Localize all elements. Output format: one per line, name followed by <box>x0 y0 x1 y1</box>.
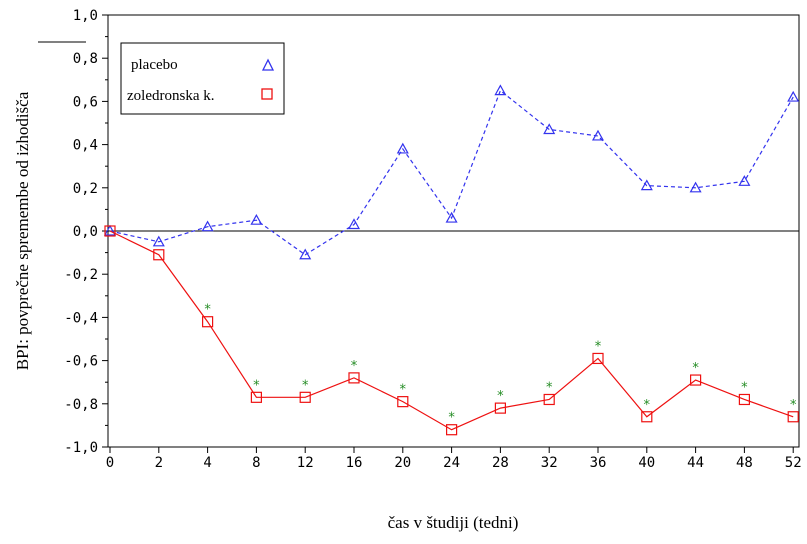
y-tick-label: 0,8 <box>73 51 98 67</box>
data-point-square <box>348 372 360 384</box>
significance-star: * <box>692 361 699 376</box>
significance-star: * <box>546 380 553 395</box>
x-tick-label: 52 <box>785 455 802 471</box>
x-tick-label: 16 <box>346 455 363 471</box>
data-point-triangle <box>152 235 165 247</box>
x-tick-label: 4 <box>203 455 211 471</box>
legend-label-placebo: placebo <box>131 57 178 73</box>
data-point-square <box>543 393 555 406</box>
significance-star: * <box>595 339 602 354</box>
y-tick-label: 0,0 <box>73 224 98 240</box>
data-point-triangle <box>347 218 361 230</box>
significance-star: * <box>400 383 407 398</box>
y-tick-label: -0,6 <box>64 354 98 370</box>
data-point-square <box>641 411 653 423</box>
data-point-triangle <box>494 84 507 96</box>
series-layer: * * * * * * * * * * * * * <box>103 84 800 436</box>
legend-label-zoledronska: zoledronska k. <box>127 88 214 104</box>
x-tick-label: 0 <box>106 455 114 471</box>
data-point-triangle <box>591 129 605 141</box>
data-point-triangle <box>787 90 800 102</box>
y-axis-title: BPI: povprečne spremembe od izhodišča <box>13 91 32 370</box>
x-tick-label: 12 <box>297 455 314 471</box>
data-point-square <box>397 396 409 408</box>
x-tick-label: 24 <box>443 455 460 471</box>
x-tick-label: 20 <box>394 455 411 471</box>
legend-square-icon <box>261 88 273 100</box>
series-line-zoledronska <box>109 230 794 431</box>
data-point-square <box>202 316 214 328</box>
data-point-square <box>494 402 506 414</box>
x-tick-label: 32 <box>541 455 558 471</box>
data-point-square <box>250 391 262 403</box>
data-point-triangle <box>738 175 751 186</box>
significance-star: * <box>790 398 797 413</box>
x-tick-label: 28 <box>492 455 509 471</box>
significance-star: * <box>302 378 309 393</box>
x-tick-label: 8 <box>252 455 260 471</box>
legend-box <box>120 42 285 115</box>
data-point-triangle <box>299 248 312 260</box>
data-point-triangle <box>445 211 458 223</box>
series-line-placebo <box>109 89 794 256</box>
legend-triangle-icon <box>261 58 275 71</box>
data-point-triangle <box>543 123 556 135</box>
data-point-square <box>787 411 799 423</box>
data-point-square <box>592 352 604 365</box>
data-point-triangle <box>201 220 214 232</box>
data-point-triangle <box>250 213 263 225</box>
x-tick-label: 40 <box>638 455 655 471</box>
y-tick-label: 0,6 <box>73 94 98 110</box>
data-point-square <box>446 424 458 436</box>
x-axis: 0 2 4 8 12 16 20 24 28 32 36 40 44 48 52 <box>106 447 802 471</box>
legend: placebo zoledronska k. <box>120 42 285 115</box>
significance-star: * <box>204 303 211 318</box>
x-tick-label: 2 <box>155 455 163 471</box>
data-point-triangle <box>103 224 117 236</box>
data-point-square <box>153 249 165 261</box>
y-tick-label: -0,2 <box>64 267 98 283</box>
y-tick-label: -1,0 <box>64 440 98 456</box>
data-point-triangle <box>640 179 653 191</box>
data-point-square <box>299 391 311 403</box>
data-point-square <box>104 225 116 237</box>
x-tick-label: 36 <box>590 455 607 471</box>
significance-star: * <box>497 389 504 404</box>
significance-star: * <box>253 378 260 393</box>
significance-star: * <box>448 411 455 426</box>
significance-star: * <box>741 380 748 395</box>
data-point-triangle <box>396 142 409 154</box>
y-tick-label: -0,4 <box>64 310 98 326</box>
y-tick-label: 0,2 <box>73 181 98 197</box>
significance-star: * <box>351 359 358 374</box>
significance-star: * <box>644 398 651 413</box>
y-tick-label: -0,8 <box>64 397 98 413</box>
y-tick-label: 1,0 <box>73 8 98 24</box>
y-axis: 1,0 0,8 0,6 0,4 0,2 0,0 -0,2 -0,4 -0,6 -0,8 -1,0 <box>64 8 108 456</box>
data-point-square <box>738 393 751 406</box>
x-tick-label: 48 <box>736 455 753 471</box>
data-point-triangle <box>689 181 702 193</box>
data-point-square <box>689 374 702 386</box>
x-tick-label: 44 <box>687 455 704 471</box>
y-tick-label: 0,4 <box>73 138 98 154</box>
x-axis-title: čas v študiji (tedni) <box>388 513 519 532</box>
